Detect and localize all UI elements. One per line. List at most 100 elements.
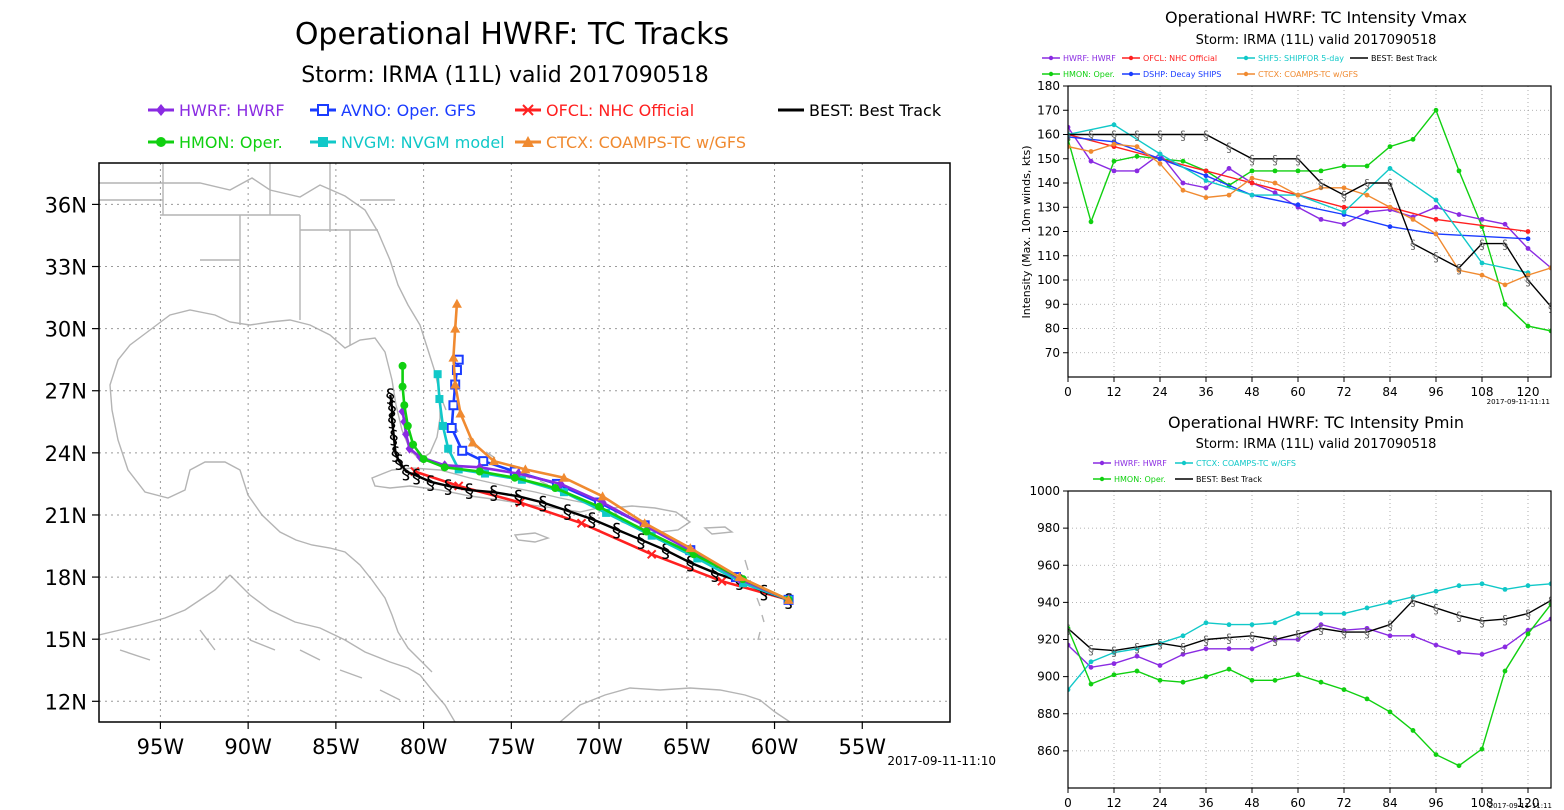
pmin-point-hwrf (1203, 646, 1209, 652)
track-point-ctcx (451, 298, 462, 308)
vmax-line-ofcl (1068, 133, 1529, 233)
pmin-point-best: § (1548, 595, 1554, 609)
pmin-point-nvgm (1341, 611, 1347, 616)
inland-borders (119, 629, 401, 701)
vmax-point-ofcl (1433, 216, 1439, 222)
track-point-ctcx (783, 594, 794, 604)
vmax-xtick-label: 24 (1152, 385, 1167, 399)
track-map-panel: Operational HWRF: TC Tracks Storm: IRMA … (45, 17, 996, 768)
vmax-legend-label-hmon: HMON: Oper. (1063, 70, 1115, 79)
vmax-point-hwrf (1203, 185, 1209, 191)
vmax-point-ctcx (1341, 185, 1347, 191)
vmax-point-hmon (1387, 144, 1393, 150)
track-point-hmon (440, 463, 449, 472)
vmax-point-hwrf (1456, 212, 1462, 217)
vmax-point-hmon (1433, 107, 1439, 113)
vmax-point-hwrf (1341, 221, 1347, 227)
vmax-point-best: § (1157, 129, 1163, 143)
pmin-point-best: § (1387, 619, 1393, 633)
track-point-nvgm (444, 444, 453, 453)
track-point-ctcx (734, 572, 745, 582)
pmin-ytick-label: 980 (1037, 521, 1060, 535)
track-map-subtitle: Storm: IRMA (11L) valid 2017090518 (301, 63, 708, 88)
track-point-best: § (412, 466, 422, 488)
pmin-point-best: § (1525, 608, 1531, 622)
pmin-point-hmon (1134, 668, 1140, 674)
pmin-point-best: § (1295, 628, 1301, 642)
vmax-point-nvgm (1479, 260, 1485, 266)
vmax-ylabel: Intensity (Max. 10m winds, kts) (1020, 145, 1033, 318)
legend-marker-avno (317, 104, 329, 116)
vmax-series: § § § § § § § § § § § § § § § § § § § § § § (1068, 107, 1554, 334)
pmin-point-best: § (1249, 630, 1255, 644)
pmin-point-hmon (1364, 696, 1370, 702)
pmin-line-nvgm (1068, 583, 1551, 691)
pmin-ytick-label: 960 (1037, 558, 1060, 572)
track-point-ctcx (520, 464, 531, 474)
vmax-line-avno (1068, 136, 1529, 240)
pmin-line-best (1068, 599, 1551, 652)
pmin-ytick-label: 920 (1037, 633, 1060, 647)
map-ytick-label: 21N (45, 504, 87, 528)
vmax-point-ctcx (1456, 267, 1462, 273)
vmax-point-ctcx (1134, 144, 1140, 150)
vmax-xtick-label: 12 (1106, 385, 1121, 399)
pmin-ytick-label: 1000 (1029, 484, 1060, 498)
vmax-point-hmon (1295, 168, 1301, 174)
pmin-point-nvgm (1203, 620, 1209, 626)
track-point-best: § (426, 472, 436, 494)
track-point-best: § (563, 501, 573, 523)
pmin-point-best: § (1479, 615, 1485, 629)
pmin-ytick-label: 880 (1037, 707, 1060, 721)
vmax-point-hmon (1410, 136, 1416, 142)
pmin-point-best: § (1272, 634, 1278, 648)
vmax-legend-label-avno: DSHP: Decay SHIPS (1143, 70, 1221, 79)
pmin-point-hwrf (1249, 646, 1255, 652)
vmax-xtick-label: 120 (1517, 385, 1540, 399)
vmax-xtick-label: 48 (1244, 385, 1259, 399)
vmax-grid (1067, 85, 1551, 377)
vmax-point-best: § (1387, 177, 1393, 191)
pmin-title: Operational HWRF: TC Intensity Pmin (1168, 413, 1464, 432)
vmax-point-hwrf (1479, 216, 1485, 222)
track-point-ctcx (450, 379, 461, 389)
track-point-ctcx (448, 352, 459, 362)
track-point-nvgm (647, 531, 656, 540)
pmin-point-best: § (1111, 645, 1117, 659)
pmin-point-hwrf (1502, 644, 1508, 650)
pmin-ytick-label: 900 (1037, 670, 1060, 684)
vmax-point-best: § (1456, 262, 1462, 276)
vmax-point-best: § (1548, 301, 1554, 315)
map-ytick-label: 30N (45, 318, 87, 342)
vmax-point-hmon (1088, 219, 1094, 225)
pmin-point-best: § (1341, 626, 1347, 640)
pmin-point-hmon (1318, 679, 1324, 685)
pmin-xtick-label: 24 (1152, 796, 1167, 810)
pmin-point-nvgm (1272, 620, 1278, 626)
legend-label-best: BEST: Best Track (809, 101, 942, 120)
pmin-xtick-label: 60 (1290, 796, 1305, 810)
vmax-point-hwrf (1364, 209, 1370, 215)
track-point-best: § (710, 563, 720, 585)
track-point-avno (457, 445, 468, 456)
vmax-ytick-label: 140 (1037, 176, 1060, 190)
track-point-ctcx (488, 456, 499, 466)
vmax-point-nvgm (1433, 197, 1439, 203)
vmax-point-ctcx (1387, 204, 1393, 210)
pmin-point-nvgm (1433, 588, 1439, 594)
track-point-best: § (386, 385, 396, 407)
map-xtick-label: 80W (400, 735, 448, 759)
track-point-hmon (398, 361, 407, 370)
track-point-best: § (759, 582, 769, 604)
track-point-best: § (514, 486, 524, 508)
track-point-ctcx (639, 518, 650, 528)
vmax-title: Operational HWRF: TC Intensity Vmax (1165, 8, 1467, 27)
pmin-point-hmon (1226, 666, 1232, 672)
track-point-ctcx (467, 437, 478, 447)
vmax-point-hwrf (1111, 168, 1117, 174)
track-point-best: § (443, 476, 453, 498)
vmax-ytick-label: 100 (1037, 273, 1060, 287)
south-america-coastline (559, 687, 791, 722)
pmin-legend-label-best: BEST: Best Track (1196, 475, 1262, 484)
